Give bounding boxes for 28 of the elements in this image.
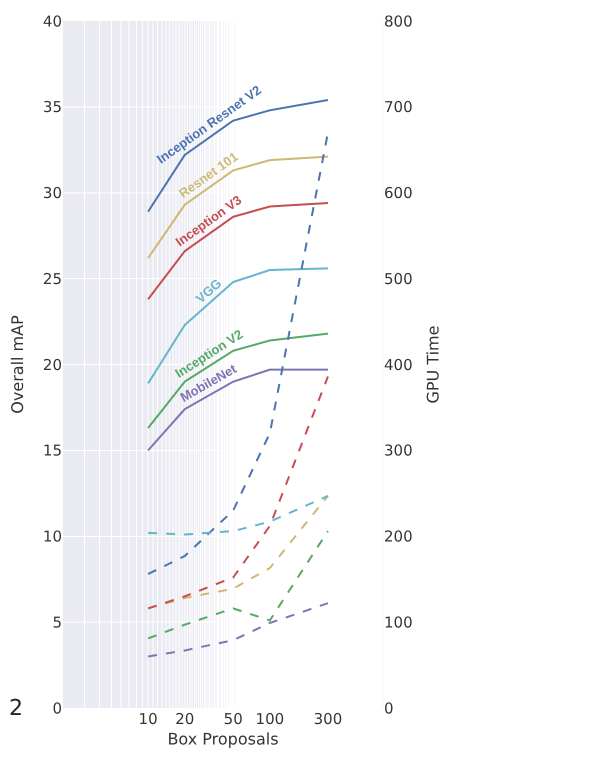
y2-tick-label: 600 — [384, 184, 413, 202]
y2-tick-label: 100 — [384, 613, 413, 632]
y-tick-label: 20 — [42, 356, 62, 374]
y-axis-title: Overall mAP — [8, 314, 27, 414]
text: 2 — [9, 696, 23, 721]
y2-tick-label: 300 — [384, 442, 413, 460]
y-tick-label: 5 — [52, 613, 62, 632]
x-tick-label: 20 — [175, 710, 194, 728]
y2-tick-label: 200 — [384, 528, 413, 546]
y-tick-label: 35 — [42, 98, 62, 116]
x-axis-title: Box Proposals — [167, 730, 279, 749]
x-tick-label: 100 — [256, 710, 284, 728]
y2-tick-label: 700 — [384, 98, 413, 116]
y-tick-label: 15 — [42, 442, 62, 460]
x-tick-label: 300 — [314, 710, 342, 728]
x-tick-label: 50 — [224, 710, 243, 728]
y-tick-label: 0 — [52, 699, 62, 718]
y2-tick-label: 400 — [384, 356, 413, 374]
y-tick-label: 30 — [42, 184, 62, 202]
text: VGG — [192, 276, 224, 306]
x-tick-label: 10 — [138, 710, 158, 728]
y2-axis-title: GPU Time — [423, 326, 442, 404]
y-tick-label: 25 — [42, 270, 62, 288]
y-tick-label: 10 — [42, 528, 62, 546]
y-tick-label: 40 — [42, 12, 62, 30]
y2-tick-label: 0 — [384, 699, 394, 718]
y2-tick-label: 800 — [384, 12, 413, 30]
y2-tick-label: 500 — [384, 270, 413, 288]
